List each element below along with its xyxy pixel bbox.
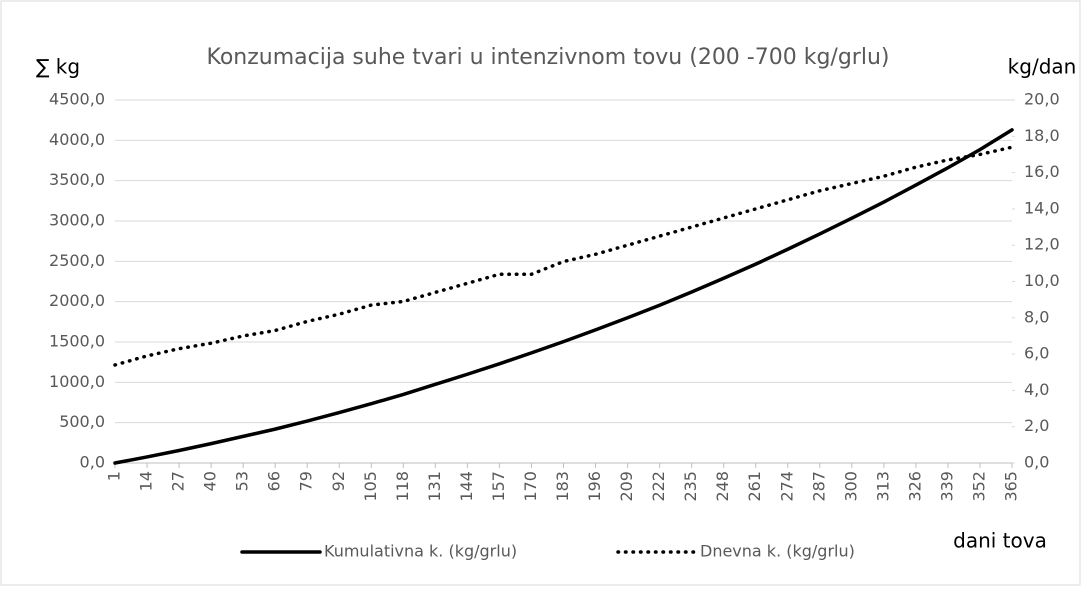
x-tick-label: 105 bbox=[361, 471, 380, 502]
x-tick-label: 209 bbox=[617, 471, 636, 502]
series-line bbox=[113, 128, 1014, 465]
x-tick-label: 92 bbox=[329, 471, 348, 491]
y-tick-label: 2500,0 bbox=[49, 251, 105, 270]
y-tick-label: 3000,0 bbox=[49, 211, 105, 230]
x-tick-label: 118 bbox=[393, 471, 412, 502]
y2-tick-label: 10,0 bbox=[1024, 271, 1060, 290]
y2-tick-label: 14,0 bbox=[1024, 198, 1060, 217]
x-tick-label: 365 bbox=[1002, 471, 1021, 502]
legend-label: Kumulativna k. (kg/grlu) bbox=[324, 542, 517, 561]
x-tick-label: 313 bbox=[873, 471, 892, 502]
x-tick-label: 157 bbox=[489, 471, 508, 502]
x-tick-label: 235 bbox=[681, 471, 700, 502]
y-tick-label: 0,0 bbox=[80, 453, 105, 472]
y-tick-label: 1000,0 bbox=[49, 372, 105, 391]
series-line bbox=[113, 145, 1014, 367]
y2-tick-label: 12,0 bbox=[1024, 235, 1060, 254]
x-tick-label: 79 bbox=[297, 471, 316, 491]
y2-tick-label: 2,0 bbox=[1024, 416, 1049, 435]
x-tick-label: 196 bbox=[585, 471, 604, 502]
x-tick-label: 131 bbox=[425, 471, 444, 502]
x-axis-label: dani tova bbox=[953, 529, 1047, 553]
x-tick-label: 14 bbox=[137, 471, 156, 491]
y2-tick-label: 6,0 bbox=[1024, 344, 1049, 363]
x-tick-label: 274 bbox=[777, 471, 796, 502]
y-tick-label: 4000,0 bbox=[49, 130, 105, 149]
x-tick-label: 339 bbox=[937, 471, 956, 502]
y2-tick-label: 20,0 bbox=[1024, 90, 1060, 109]
y-tick-label: 1500,0 bbox=[49, 332, 105, 351]
x-tick-label: 170 bbox=[521, 471, 540, 502]
y2-tick-label: 16,0 bbox=[1024, 162, 1060, 181]
x-tick-label: 183 bbox=[553, 471, 572, 502]
y2-tick-label: 0,0 bbox=[1024, 453, 1049, 472]
x-tick-label: 66 bbox=[265, 471, 284, 491]
y2-axis-label: kg/dan bbox=[1008, 55, 1077, 79]
chart-title: Konzumacija suhe tvari u intenzivnom tov… bbox=[207, 45, 890, 70]
x-tick-label: 352 bbox=[969, 471, 988, 502]
x-tick-label: 27 bbox=[169, 471, 188, 491]
y-tick-label: 2000,0 bbox=[49, 291, 105, 310]
x-tick-label: 261 bbox=[745, 471, 764, 502]
x-tick-label: 40 bbox=[201, 471, 220, 491]
y-tick-label: 500,0 bbox=[59, 412, 105, 431]
y-tick-label: 3500,0 bbox=[49, 170, 105, 189]
x-tick-label: 1 bbox=[105, 471, 124, 481]
y2-tick-label: 4,0 bbox=[1024, 380, 1049, 399]
x-tick-label: 248 bbox=[713, 471, 732, 502]
y2-tick-label: 18,0 bbox=[1024, 126, 1060, 145]
x-tick-label: 300 bbox=[841, 471, 860, 502]
x-tick-label: 144 bbox=[457, 471, 476, 502]
y2-tick-label: 8,0 bbox=[1024, 307, 1049, 326]
x-tick-label: 222 bbox=[649, 471, 668, 502]
y-tick-label: 4500,0 bbox=[49, 90, 105, 109]
x-tick-label: 326 bbox=[905, 471, 924, 502]
x-tick-label: 53 bbox=[233, 471, 252, 491]
y-axis-label: ∑ kg bbox=[36, 55, 80, 79]
x-tick-label: 287 bbox=[809, 471, 828, 502]
legend-label: Dnevna k. (kg/grlu) bbox=[700, 542, 855, 561]
